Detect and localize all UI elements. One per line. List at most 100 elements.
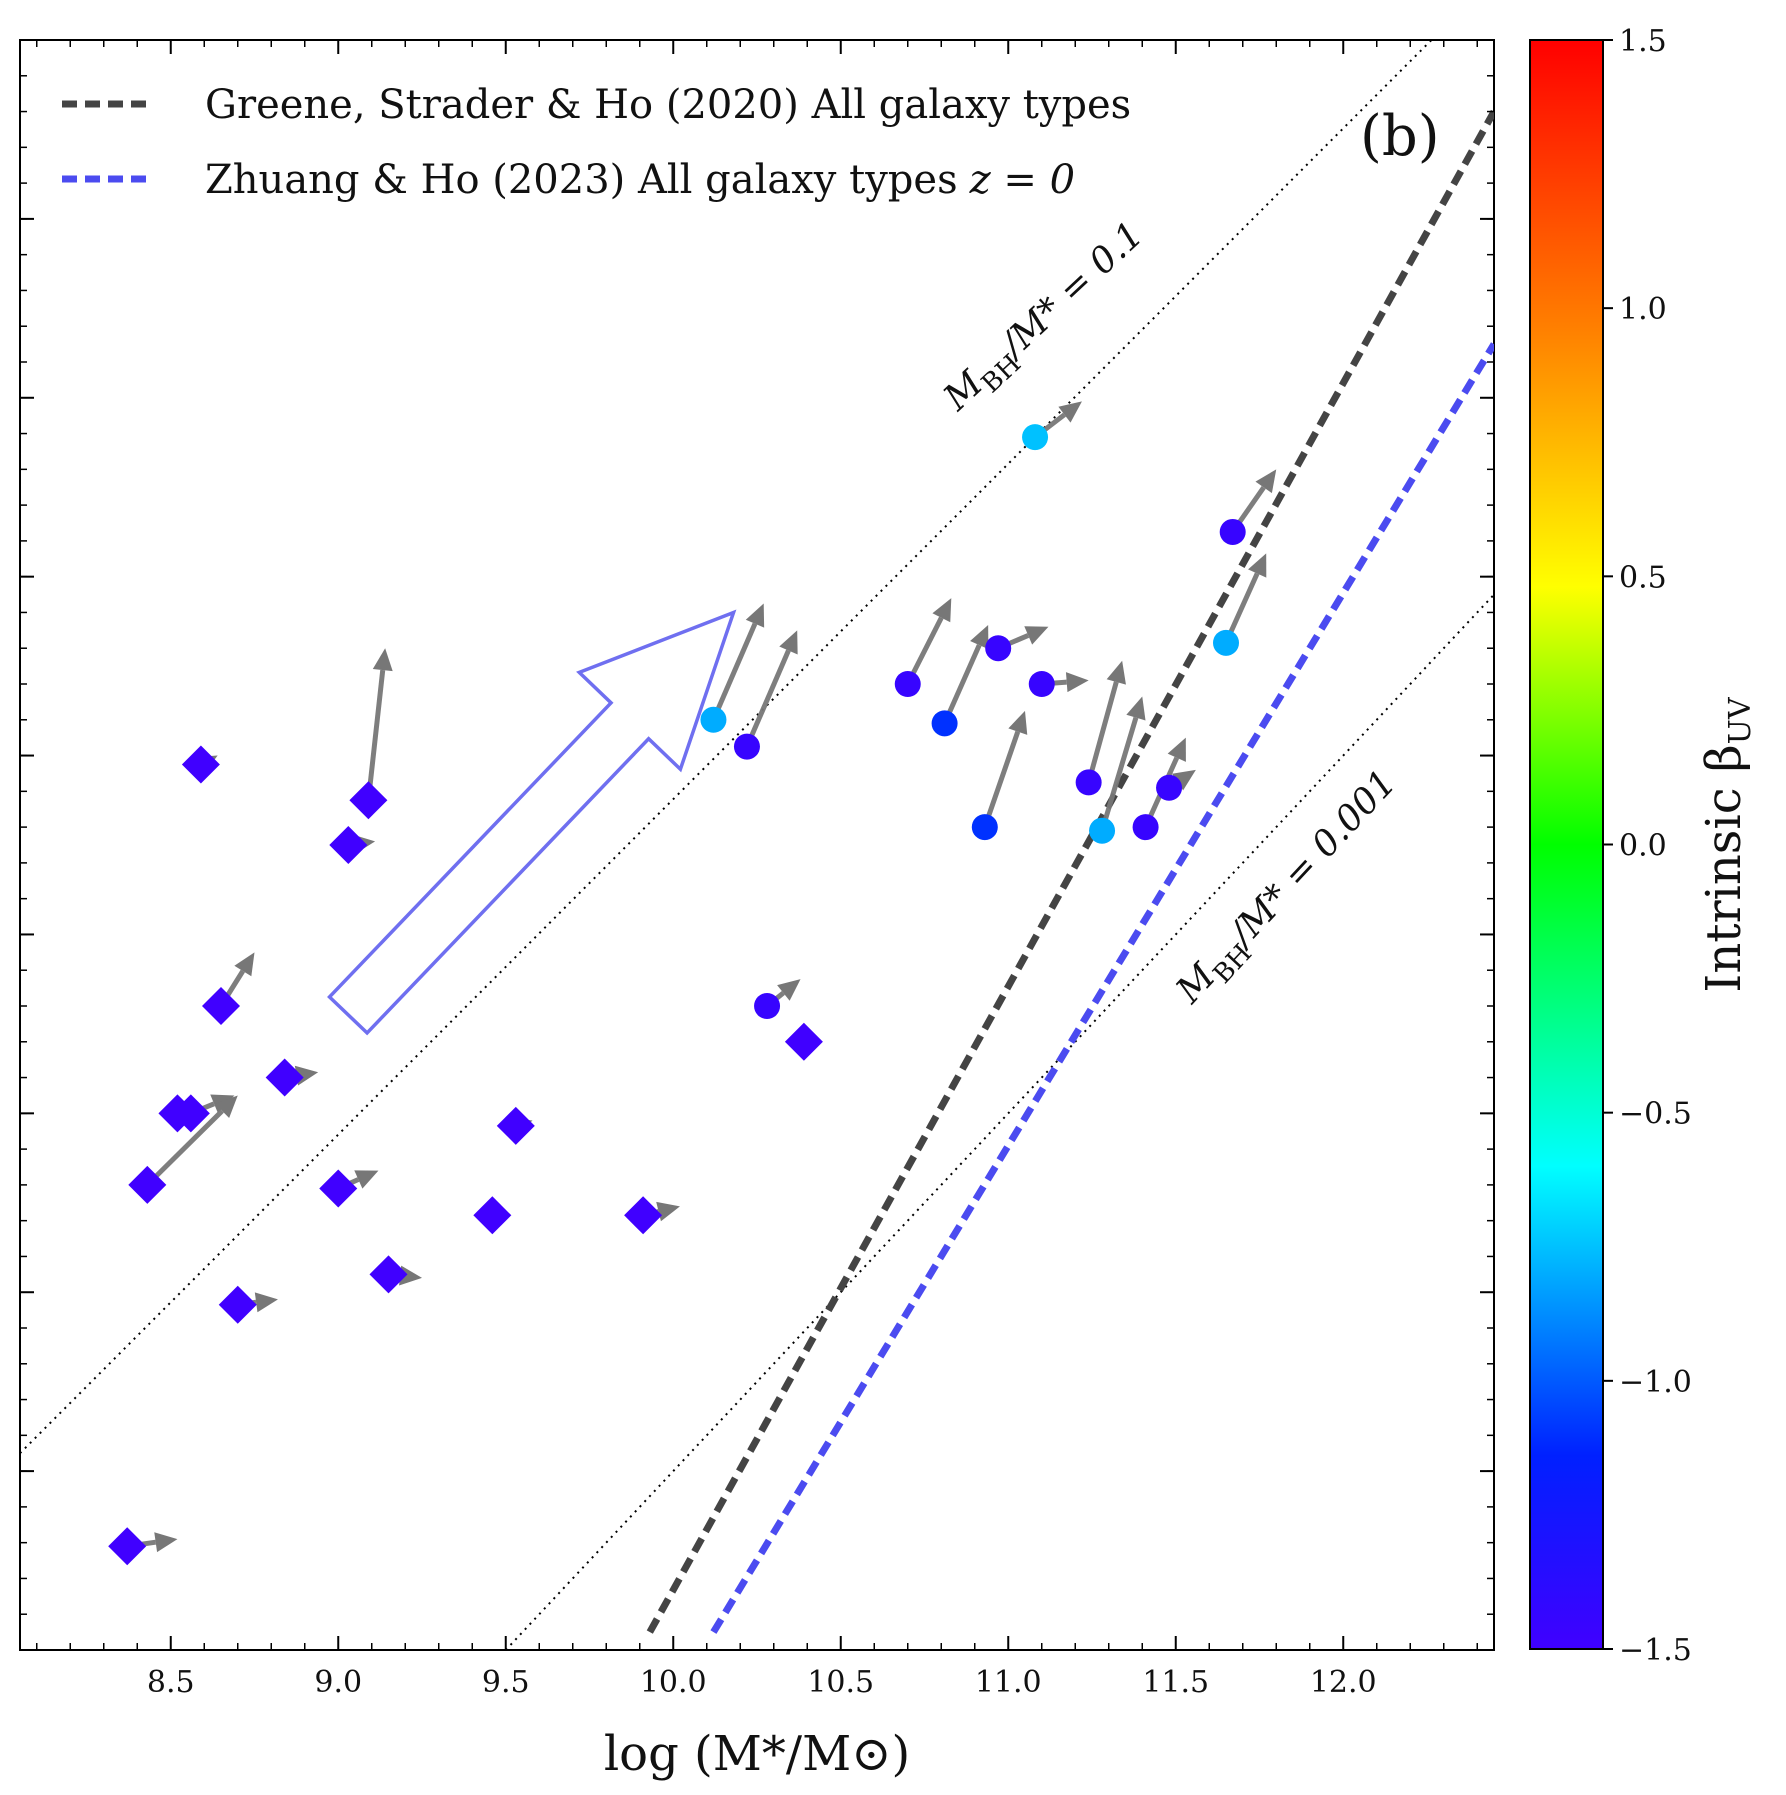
circle-arrow-head-10 [1172,769,1196,791]
shift-arrows [126,401,1277,1553]
diamond-arrow-head-3 [234,952,255,977]
legend-label-zhuang: Zhuang & Ho (2023) All galaxy types z = 0 [205,157,1075,203]
circle-arrow-head-11 [1008,710,1028,735]
colorbar-tick-label-6: −1.5 [1619,1633,1692,1668]
diamond-arrow-head-12 [656,1201,680,1222]
circle-arrow-shaft-9 [1086,681,1119,784]
x-tick-label-7: 12.0 [1310,1665,1377,1700]
x-tick-label-5: 11.0 [975,1665,1042,1700]
circle-arrow-shaft-6 [711,622,758,721]
circle-arrow-shaft-11 [982,730,1021,828]
diamond-point-7 [171,1094,210,1133]
panel-label: (b) [1360,104,1440,169]
diamond-point-4 [784,1022,823,1061]
circle-point-14 [754,993,781,1019]
x-tick-label-1: 9.0 [314,1665,362,1700]
circle-arrow-head-5 [1065,672,1089,693]
circle-arrow-head-0 [1058,401,1082,423]
colorbar: 1.5 1.0 0.5 0.0 −0.5 −1.0 −1.5 Intrinsic βUV [1529,24,1758,1668]
circle-point-3 [985,635,1012,662]
diamond-point-1 [349,781,388,820]
circle-point-0 [1022,424,1049,451]
circle-arrow-head-2 [1248,553,1267,578]
circle-point-1 [1219,518,1246,545]
circle-point-4 [894,671,921,697]
diamond-arrow-shaft-1 [365,669,386,801]
circle-arrow-shaft-8 [744,649,791,748]
diamond-point-15 [108,1527,147,1566]
diamond-point-9 [128,1165,167,1204]
colorbar-tick-label-4: −0.5 [1619,1097,1692,1132]
colorbar-tick-label-2: 0.5 [1619,560,1667,595]
relation-line-1 [710,342,1494,1634]
circle-point-9 [1075,769,1102,796]
diamond-arrow-shaft-9 [145,1109,224,1187]
circle-point-13 [1089,817,1116,844]
circle-arrow-shaft-13 [1099,716,1139,832]
data-points [108,424,1246,1566]
diamond-point-10 [319,1169,358,1208]
circle-arrow-head-14 [777,979,801,1001]
diamond-point-0 [181,745,220,784]
colorbar-title: Intrinsic βUV [1696,696,1758,993]
colorbar-ticks: 1.5 1.0 0.5 0.0 −0.5 −1.0 −1.5 [1603,24,1692,1668]
diamond-point-11 [473,1196,512,1235]
circle-arrow-head-3 [1024,626,1049,645]
ratio-line-1 [505,593,1494,1650]
x-tick-label-3: 10.0 [640,1665,707,1700]
circle-point-8 [733,733,760,760]
colorbar-tick-label-3: 0.0 [1619,829,1667,864]
diamond-point-12 [624,1196,663,1235]
circle-point-2 [1213,629,1239,656]
legend-label-greene: Greene, Strader & Ho (2020) All galaxy t… [205,82,1131,128]
circle-arrow-head-8 [779,630,798,655]
x-axis-title: log (M*/M⊙) [604,1726,910,1782]
circle-point-10 [1156,774,1183,801]
diamond-point-14 [218,1285,257,1324]
axis-ticks: 8.5 9.0 9.5 10.0 10.5 11.0 11.5 12.0 [20,39,1494,1700]
circle-point-7 [931,710,958,737]
colorbar-tick-label-5: −1.0 [1619,1365,1692,1400]
circle-arrow-head-9 [1106,660,1126,685]
big-arrow-outline [327,609,737,1036]
circle-arrow-head-12 [1167,737,1186,762]
relation-line-0 [646,109,1494,1634]
diamond-arrow-head-5 [294,1065,319,1086]
circle-arrow-head-13 [1126,696,1146,721]
circle-arrow-head-6 [745,603,765,628]
x-tick-label-4: 10.5 [807,1665,874,1700]
diamond-arrow-head-1 [372,648,393,672]
x-tick-label-2: 9.5 [482,1665,530,1700]
circle-arrow-shaft-7 [942,644,982,725]
diamond-point-8 [496,1106,535,1145]
colorbar-tick-label-0: 1.5 [1619,24,1667,59]
colorbar-tick-label-1: 1.0 [1619,292,1667,327]
circle-point-11 [971,814,998,841]
circle-point-6 [700,706,727,733]
diamond-point-2 [329,826,368,864]
x-tick-label-0: 8.5 [147,1665,195,1700]
colorbar-title-sub: UV [1723,696,1758,744]
circle-point-5 [1028,671,1055,697]
diamond-arrow-head-13 [399,1265,422,1286]
legend: Greene, Strader & Ho (2020) All galaxy t… [62,82,1131,203]
circle-arrow-head-1 [1255,469,1277,494]
legend-label-zhuang-z: z = 0 [969,157,1075,203]
evolution-arrow [327,609,737,1036]
x-tick-label-6: 11.5 [1142,1665,1209,1700]
circle-point-12 [1132,814,1159,841]
diamond-point-13 [369,1255,408,1294]
plot-area [19,39,1495,1651]
diamond-arrow-head-15 [154,1532,178,1553]
diamond-point-3 [202,987,240,1025]
circle-arrow-head-4 [932,598,952,623]
circle-arrow-head-7 [970,624,989,650]
diamond-arrow-head-14 [254,1292,278,1313]
diamond-arrow-head-10 [354,1170,379,1189]
colorbar-title-main: Intrinsic β [1696,744,1752,992]
reference-lines [20,40,1494,1650]
diamond-point-5 [265,1058,304,1097]
legend-label-zhuang-main: Zhuang & Ho (2023) All galaxy types [205,157,958,203]
colorbar-gradient [1529,39,1604,1650]
